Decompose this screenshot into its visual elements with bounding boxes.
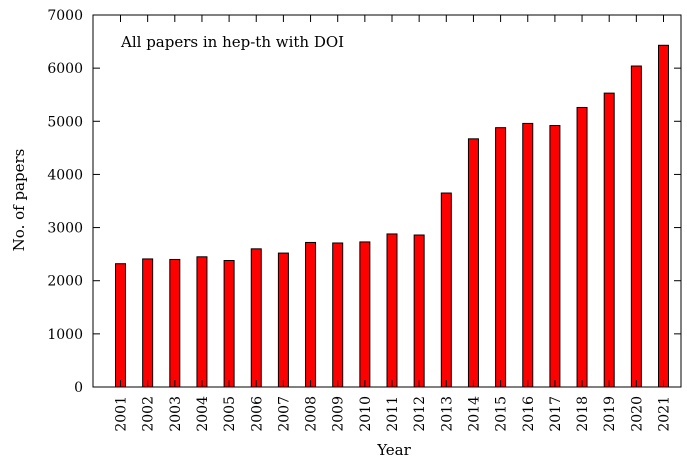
x-tick-label: 2010: [358, 396, 374, 432]
x-tick-label: 2017: [548, 396, 564, 432]
bar-2014: [467, 138, 479, 388]
bar-2006: [250, 248, 262, 388]
bar-2001: [115, 263, 126, 388]
bar-2003: [169, 258, 181, 388]
x-tick-label: 2012: [412, 396, 428, 432]
x-tick-label: 2004: [195, 396, 211, 432]
x-tick-label: 2014: [466, 396, 482, 432]
bar-2019: [603, 92, 615, 388]
x-tick-label: 2002: [141, 396, 157, 432]
bar-2017: [549, 125, 561, 388]
y-tick-label: 2000: [47, 274, 83, 290]
y-tick-label: 7000: [47, 8, 83, 24]
bar-2012: [413, 234, 425, 388]
x-tick-label: 2009: [331, 396, 347, 432]
chart-annotation: All papers in hep-th with DOI: [120, 33, 344, 51]
x-tick-label: 2008: [304, 396, 320, 432]
y-tick-label: 0: [74, 380, 83, 396]
bar-2013: [440, 192, 452, 388]
y-tick-label: 1000: [47, 327, 83, 343]
bar-2010: [359, 241, 371, 388]
bar-2018: [576, 106, 588, 388]
x-tick-label: 2013: [439, 396, 455, 432]
x-tick-label: 2011: [385, 396, 401, 432]
x-tick-label: 2021: [657, 396, 673, 432]
x-tick-label: 2018: [575, 396, 591, 432]
y-axis-label: No. of papers: [10, 149, 28, 252]
bars: [115, 44, 669, 388]
x-tick-label: 2001: [114, 396, 130, 432]
x-tick-label: 2006: [249, 396, 265, 432]
bar-2015: [495, 127, 507, 388]
x-tick-label: 2007: [276, 396, 292, 432]
x-tick-label: 2005: [222, 396, 238, 432]
bar-2011: [386, 233, 398, 388]
bar-2008: [305, 241, 317, 388]
y-tick-label: 3000: [47, 221, 83, 237]
bar-2005: [223, 260, 235, 388]
bar-2004: [196, 256, 208, 388]
x-tick-label: 2016: [521, 396, 537, 432]
x-tick-label: 2019: [602, 396, 618, 432]
x-tick-label: 2020: [629, 396, 645, 432]
bar-2020: [630, 65, 642, 388]
x-tick-label: 2003: [168, 396, 184, 432]
y-axis-ticks: 0 1000 2000 3000 4000 5000 6000 7000: [47, 8, 681, 396]
bar-2016: [522, 122, 534, 388]
x-axis-label: Year: [376, 441, 411, 459]
x-tick-label: 2015: [494, 396, 510, 432]
bar-2021: [658, 44, 669, 388]
bar-2009: [332, 242, 344, 388]
x-axis-ticks: 2001 2002 2003 2004 2005 2006 2007 2008 2009 2010…: [114, 15, 673, 432]
y-tick-label: 5000: [47, 114, 83, 130]
bar-2002: [142, 258, 154, 388]
bar-2007: [277, 252, 289, 388]
y-tick-label: 6000: [47, 61, 83, 77]
y-tick-label: 4000: [47, 167, 83, 183]
